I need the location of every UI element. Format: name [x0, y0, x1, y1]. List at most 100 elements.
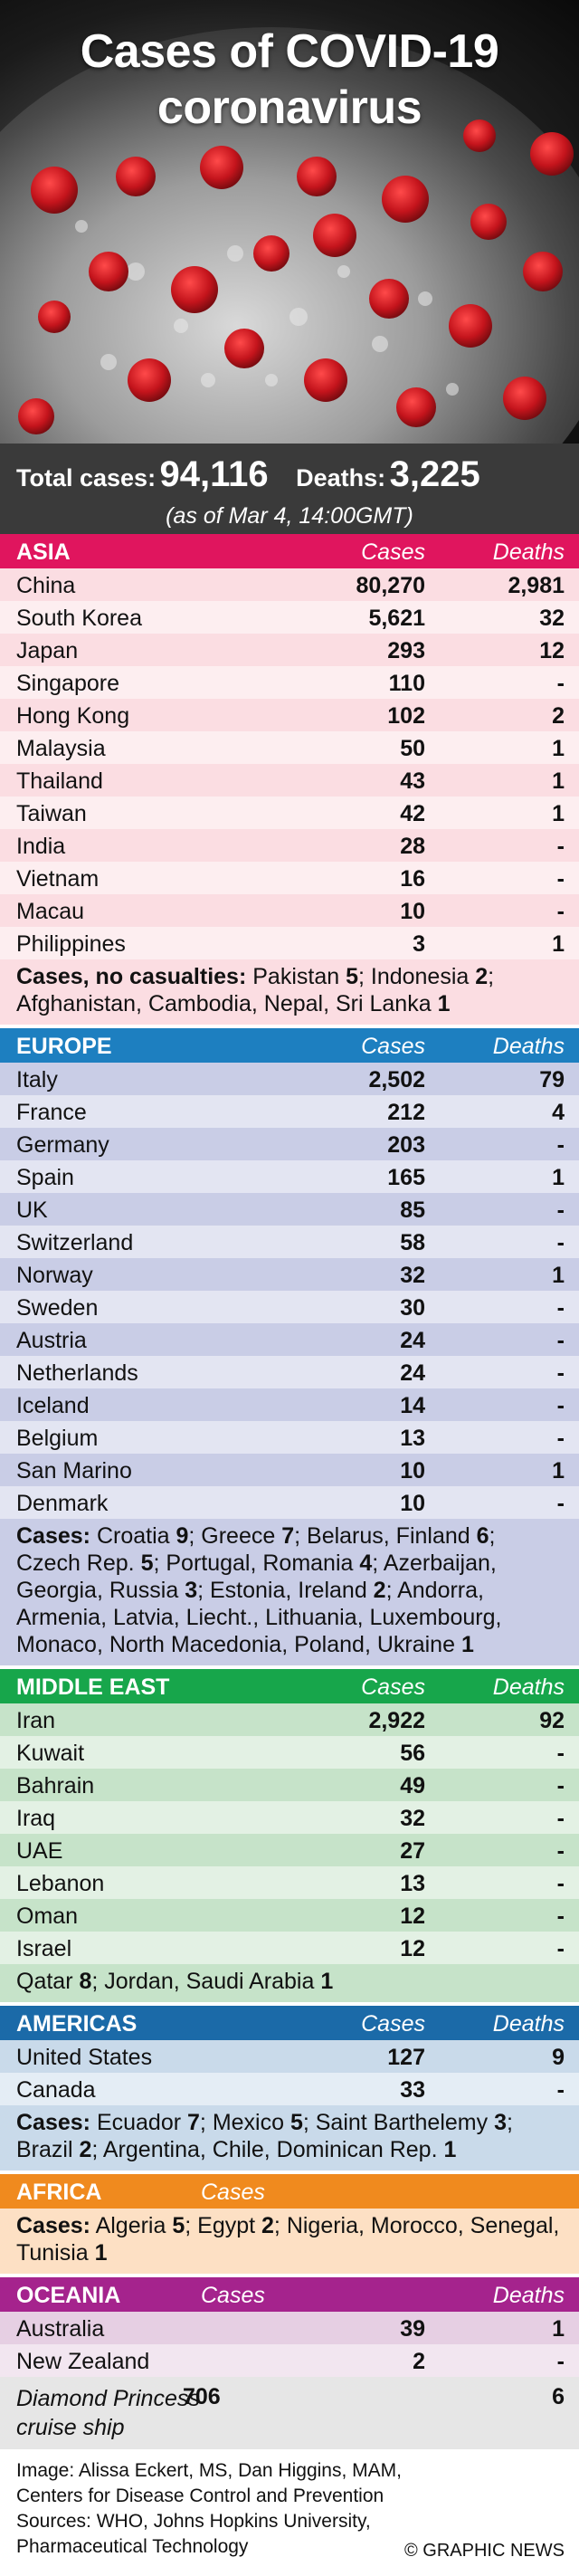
note-count: 5 [140, 1550, 154, 1576]
table-row: UK 85 - [0, 1193, 579, 1226]
note-count: 1 [443, 2137, 457, 2162]
note-countries: Qatar [16, 1969, 80, 1994]
cases-column-header: Cases [201, 2180, 265, 2205]
totals-bar: Total cases: 94,116 Deaths: 3,225 (as of… [0, 444, 579, 534]
region-note: Qatar 8; Jordan, Saudi Arabia 1 [0, 1964, 579, 2002]
deaths-value: - [556, 671, 565, 696]
table-row: Sweden 30 - [0, 1291, 579, 1323]
section-oceania: OCEANIA Cases Deaths Australia 39 1 New Zea… [0, 2277, 579, 2377]
note-count: 1 [437, 991, 451, 1016]
cases-value: 12 [400, 1903, 425, 1929]
note-count: 2 [79, 2137, 92, 2162]
cases-value: 293 [387, 638, 425, 663]
section-header: EUROPE Cases Deaths [0, 1028, 579, 1063]
section-header: MIDDLE EAST Cases Deaths [0, 1669, 579, 1703]
note-count: 8 [79, 1969, 92, 1994]
deaths-column-header: Deaths [492, 2011, 565, 2037]
table-row: Spain 165 1 [0, 1160, 579, 1193]
country-name: Belgium [16, 1426, 99, 1451]
country-name: Malaysia [16, 736, 106, 761]
note-count: 1 [460, 1632, 474, 1657]
table-row: New Zealand 2 - [0, 2344, 579, 2377]
table-row: Norway 32 1 [0, 1258, 579, 1291]
cases-value: 165 [387, 1165, 425, 1190]
virus-illustration: Cases of COVID-19 coronavirus [0, 0, 579, 444]
country-name: Kuwait [16, 1741, 85, 1766]
country-name: Austria [16, 1328, 87, 1353]
cases-value: 13 [400, 1871, 425, 1896]
ship-name-line-1: Diamond Princess [16, 2386, 200, 2411]
table-row: Denmark 10 - [0, 1486, 579, 1519]
cases-value: 42 [400, 801, 425, 826]
deaths-value: 9 [552, 2045, 565, 2070]
section-header: AFRICA Cases [0, 2174, 579, 2209]
region-name: OCEANIA [16, 2283, 121, 2308]
deaths-value: - [556, 1741, 565, 1766]
cases-column-header: Cases [361, 1674, 425, 1700]
country-name: United States [16, 2045, 153, 2070]
total-cases-label: Total cases: [16, 464, 157, 491]
note-countries: ; Andorra, Armenia, Latvia, Liecht., Lit… [16, 1578, 502, 1657]
deaths-value: 1 [552, 768, 565, 794]
country-name: Japan [16, 638, 79, 663]
deaths-value: - [556, 1393, 565, 1418]
table-row: Oman 12 - [0, 1899, 579, 1932]
note-countries: ; Jordan, Saudi Arabia [91, 1969, 321, 1994]
table-row: Austria 24 - [0, 1323, 579, 1356]
deaths-value: 2,981 [508, 573, 565, 598]
table-row: Iran 2,922 92 [0, 1703, 579, 1736]
table-row: South Korea 5,621 32 [0, 601, 579, 634]
ship-deaths: 6 [552, 2384, 565, 2409]
deaths-value: - [556, 866, 565, 892]
country-name: Switzerland [16, 1230, 134, 1255]
table-row: Philippines 3 1 [0, 927, 579, 959]
country-name: New Zealand [16, 2349, 150, 2374]
cases-column-header: Cases [361, 539, 425, 565]
cases-value: 16 [400, 866, 425, 892]
country-name: Vietnam [16, 866, 100, 892]
section-header: ASIA Cases Deaths [0, 534, 579, 568]
country-name: Macau [16, 899, 85, 924]
deaths-column-header: Deaths [492, 1674, 565, 1700]
deaths-value: - [556, 1806, 565, 1831]
note-countries: Algeria [90, 2213, 173, 2238]
country-name: Israel [16, 1936, 72, 1961]
cases-value: 28 [400, 834, 425, 859]
table-row: China 80,270 2,981 [0, 568, 579, 601]
cases-value: 2,922 [368, 1708, 425, 1733]
cases-value: 203 [387, 1132, 425, 1158]
deaths-value: - [556, 1838, 565, 1864]
region-name: ASIA [16, 539, 71, 565]
table-row: United States 127 9 [0, 2040, 579, 2073]
note-countries: Pakistan [246, 964, 346, 989]
region-name: MIDDLE EAST [16, 1674, 170, 1700]
table-row: San Marino 10 1 [0, 1454, 579, 1486]
total-deaths-label: Deaths: [296, 464, 386, 491]
deaths-value: 1 [552, 931, 565, 957]
page-title: Cases of COVID-19 coronavirus [0, 24, 579, 136]
table-row: France 212 4 [0, 1095, 579, 1128]
virus-image [0, 27, 579, 444]
cases-column-header: Cases [361, 1034, 425, 1059]
deaths-value: - [556, 1230, 565, 1255]
country-name: India [16, 834, 66, 859]
total-deaths-value: 3,225 [389, 454, 480, 494]
cases-value: 27 [400, 1838, 425, 1864]
deaths-column-header: Deaths [492, 2283, 565, 2308]
section-europe: EUROPE Cases Deaths Italy 2,502 79 France 21… [0, 1028, 579, 1665]
deaths-value: - [556, 1295, 565, 1321]
cases-value: 3 [413, 931, 425, 957]
cases-value: 2 [413, 2349, 425, 2374]
deaths-value: - [556, 2077, 565, 2103]
cases-value: 10 [400, 899, 425, 924]
cases-column-header: Cases [361, 2011, 425, 2037]
note-countries: ; Brazil [16, 2110, 513, 2162]
cases-value: 5,621 [368, 606, 425, 631]
note-countries: ; Czech Rep. [16, 1523, 496, 1576]
country-name: Oman [16, 1903, 79, 1929]
note-count: 7 [187, 2110, 200, 2135]
table-row: Japan 293 12 [0, 634, 579, 666]
cases-value: 110 [388, 671, 425, 696]
note-countries: ; Egypt [185, 2213, 262, 2238]
country-name: Norway [16, 1263, 93, 1288]
